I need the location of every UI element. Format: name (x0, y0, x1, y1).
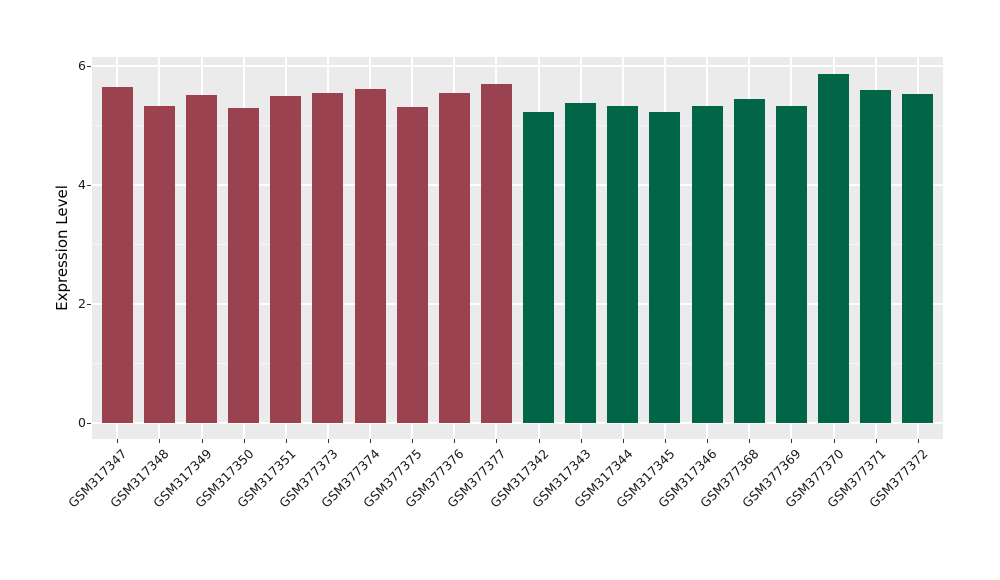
y-tick-label-0: 0 (78, 415, 86, 430)
plot-panel (92, 57, 943, 439)
bar-GSM377375 (396, 107, 428, 423)
x-tick-mark-GSM377377 (496, 439, 498, 443)
x-tick-mark-GSM317342 (538, 439, 540, 443)
x-tick-mark-GSM377375 (412, 439, 414, 443)
bar-GSM377372 (902, 93, 934, 423)
x-tick-mark-GSM377369 (791, 439, 793, 443)
x-tick-mark-GSM317350 (243, 439, 245, 443)
bar-GSM317345 (649, 112, 681, 423)
gridline-major-y6 (92, 65, 943, 67)
gridline-major-y2 (92, 303, 943, 305)
bar-GSM317346 (691, 105, 723, 423)
gridline-major-y0 (92, 422, 943, 424)
bar-GSM317350 (228, 107, 260, 423)
x-tick-mark-GSM317345 (664, 439, 666, 443)
x-tick-mark-GSM317344 (622, 439, 624, 443)
gridline-major-y4 (92, 184, 943, 186)
bar-GSM317344 (607, 106, 639, 423)
bar-GSM317342 (523, 112, 555, 423)
bar-GSM377373 (312, 92, 344, 423)
gridline-minor-y1 (92, 363, 943, 364)
x-tick-mark-GSM317346 (707, 439, 709, 443)
bar-GSM377368 (733, 99, 765, 423)
x-tick-mark-GSM377373 (327, 439, 329, 443)
y-tick-mark-4 (87, 185, 91, 186)
gridline-minor-y5 (92, 125, 943, 126)
bar-GSM317343 (565, 103, 597, 423)
bar-GSM377370 (818, 73, 849, 423)
y-tick-label-4: 4 (78, 177, 86, 192)
bar-GSM377376 (438, 92, 470, 423)
x-tick-mark-GSM317348 (159, 439, 161, 443)
bar-GSM377377 (480, 84, 512, 423)
x-tick-mark-GSM377371 (875, 439, 877, 443)
x-tick-mark-GSM317347 (117, 439, 119, 443)
gridline-minor-y3 (92, 244, 943, 245)
bar-GSM317348 (143, 105, 175, 423)
x-tick-mark-GSM317349 (201, 439, 203, 443)
y-tick-mark-2 (87, 304, 91, 305)
bar-GSM317351 (270, 95, 302, 423)
x-tick-mark-GSM377372 (917, 439, 919, 443)
bar-GSM317347 (101, 86, 133, 423)
bar-GSM317349 (186, 95, 218, 423)
y-tick-label-6: 6 (78, 58, 86, 73)
x-tick-mark-GSM377376 (454, 439, 456, 443)
y-tick-mark-6 (87, 66, 91, 67)
y-tick-label-2: 2 (78, 296, 86, 311)
x-tick-mark-GSM377374 (370, 439, 372, 443)
bar-GSM377374 (354, 88, 386, 423)
x-tick-mark-GSM317351 (285, 439, 287, 443)
x-tick-mark-GSM377368 (749, 439, 751, 443)
bar-GSM377369 (775, 105, 807, 423)
x-tick-mark-GSM377370 (833, 439, 835, 443)
y-axis-title: Expression Level (53, 185, 71, 311)
x-tick-mark-GSM317343 (580, 439, 582, 443)
y-tick-mark-0 (87, 423, 91, 424)
bar-GSM377371 (860, 89, 892, 423)
